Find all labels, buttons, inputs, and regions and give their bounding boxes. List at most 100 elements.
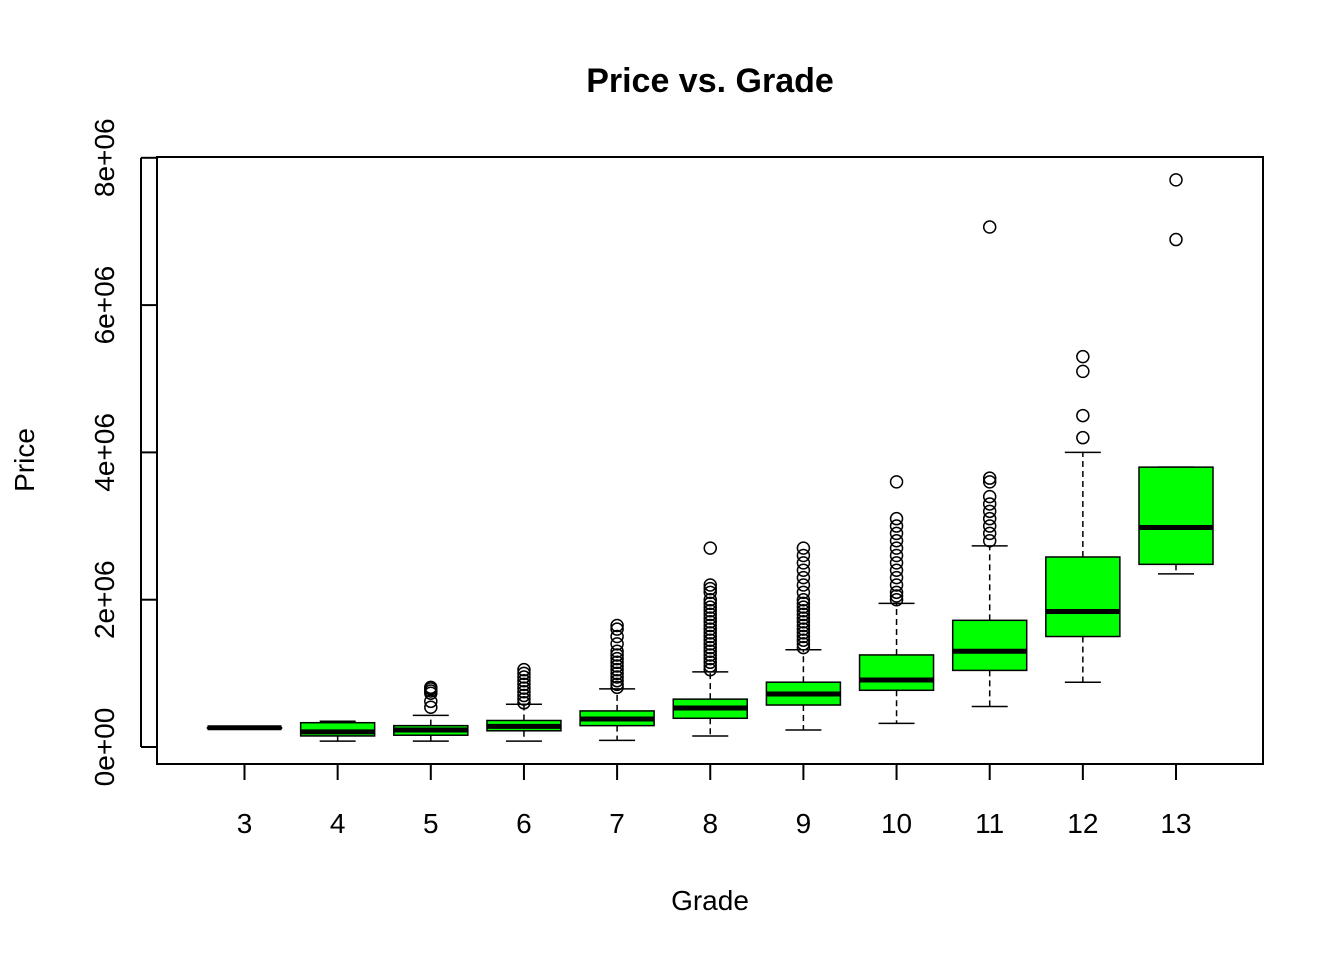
x-tick-label: 10: [881, 808, 912, 839]
outlier-point: [1076, 408, 1090, 423]
outlier-point: [796, 626, 811, 640]
outlier-point: [610, 662, 624, 677]
outlier-point: [610, 644, 624, 659]
outlier-point: [796, 578, 811, 592]
outlier-point: [982, 471, 997, 485]
outlier-point: [889, 511, 904, 526]
outlier-point: [796, 607, 811, 622]
outlier-point: [796, 633, 811, 647]
outlier-point: [796, 615, 811, 629]
outlier-point: [703, 581, 717, 596]
box-grade-7: [579, 618, 655, 742]
outlier-point: [703, 644, 717, 659]
x-tick-label: 4: [330, 808, 346, 839]
outlier-point: [517, 681, 531, 695]
box-grade-11: [951, 220, 1028, 708]
outlier-point: [889, 526, 904, 541]
box-grade-6: [486, 662, 562, 742]
outlier-point: [703, 651, 717, 666]
y-tick-label: 4e+06: [89, 413, 120, 492]
outlier-point: [703, 629, 717, 644]
outlier-point: [796, 585, 811, 600]
outlier-point: [610, 618, 624, 633]
y-tick-label: 8e+06: [89, 118, 120, 197]
outlier-point: [517, 685, 531, 699]
outlier-point: [1169, 173, 1183, 187]
outlier-point: [703, 662, 717, 677]
outlier-point: [703, 622, 717, 636]
outlier-point: [703, 596, 717, 611]
outlier-point: [703, 611, 717, 625]
box-grade-5: [393, 680, 469, 742]
box-grade-4: [299, 720, 376, 742]
box-grade-13: [1138, 173, 1214, 575]
outlier-point: [703, 600, 717, 614]
outlier-point: [424, 700, 438, 714]
outlier-point: [610, 655, 624, 670]
outlier-point: [982, 526, 997, 541]
outlier-point: [796, 603, 811, 618]
outlier-point: [610, 622, 624, 636]
outlier-point: [610, 677, 624, 692]
outlier-point: [703, 607, 717, 622]
outlier-point: [1076, 349, 1090, 364]
box-grade-12: [1045, 349, 1121, 683]
outlier-point: [982, 497, 997, 511]
outlier-point: [703, 592, 717, 607]
outlier-point: [889, 556, 904, 570]
x-tick-label: 13: [1160, 808, 1191, 839]
outlier-point: [517, 688, 531, 703]
iqr-box: [858, 654, 935, 692]
outlier-point: [703, 618, 717, 633]
outlier-point: [796, 618, 811, 633]
outlier-point: [796, 637, 811, 651]
outlier-point: [982, 489, 997, 504]
outlier-point: [610, 637, 624, 651]
outlier-point: [1076, 364, 1090, 379]
x-tick-label: 11: [975, 808, 1004, 839]
outlier-point: [982, 504, 997, 519]
outlier-point: [889, 548, 904, 563]
outlier-point: [610, 651, 624, 666]
outlier-point: [889, 585, 904, 600]
outlier-point: [889, 592, 904, 607]
outlier-point: [703, 640, 717, 655]
outlier-point: [982, 519, 997, 533]
x-axis: 3 4 5 6 7 8 9 10 11 12 13: [237, 763, 1192, 839]
box-grade-9: [765, 541, 842, 731]
outlier-point: [610, 659, 624, 673]
iqr-box: [1138, 466, 1214, 566]
x-tick-label: 8: [702, 808, 718, 839]
outlier-point: [796, 596, 811, 611]
outlier-point: [703, 585, 717, 600]
box-grade-3: [206, 725, 283, 731]
x-tick-label: 6: [516, 808, 532, 839]
boxes-layer: [206, 173, 1214, 742]
outlier-point: [889, 589, 904, 603]
outlier-point: [889, 570, 904, 585]
x-tick-label: 3: [237, 808, 253, 839]
outlier-point: [889, 563, 904, 577]
y-axis: 0e+00 2e+06 4e+06 6e+06 8e+06: [89, 118, 157, 786]
outlier-point: [703, 637, 717, 651]
outlier-point: [796, 629, 811, 644]
outlier-point: [796, 570, 811, 585]
outlier-point: [796, 611, 811, 625]
outlier-point: [610, 629, 624, 644]
outlier-point: [982, 511, 997, 526]
outlier-point: [517, 692, 531, 706]
outlier-point: [796, 622, 811, 636]
outlier-point: [796, 548, 811, 563]
outlier-point: [610, 673, 624, 688]
outlier-point: [889, 541, 904, 555]
y-tick-label: 0e+00: [89, 708, 120, 787]
iqr-box: [951, 619, 1028, 672]
outlier-point: [889, 534, 904, 548]
outlier-point: [796, 592, 811, 607]
chart-title: Price vs. Grade: [586, 62, 834, 100]
outlier-point: [703, 648, 717, 662]
outlier-point: [517, 696, 531, 710]
outlier-point: [796, 563, 811, 577]
outlier-point: [703, 633, 717, 647]
